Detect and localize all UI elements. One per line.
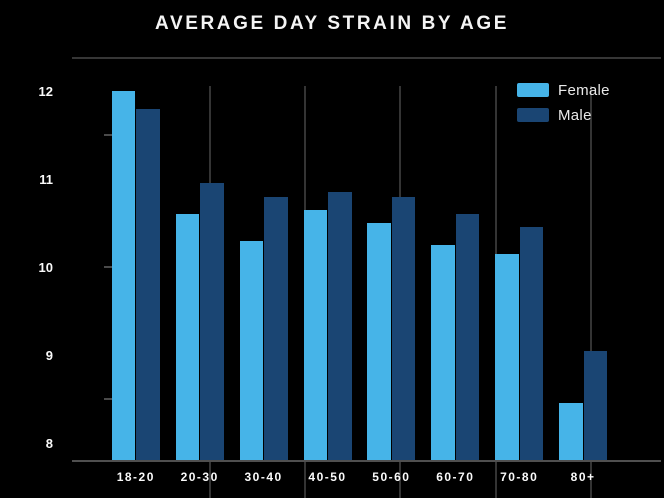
legend: Female Male: [517, 80, 610, 130]
y-axis-tick: [104, 134, 112, 136]
chart-title: AVERAGE DAY STRAIN BY AGE: [155, 13, 509, 34]
x-axis-label: 60-70: [436, 470, 475, 484]
bar-female-80+: [559, 403, 583, 461]
legend-item-female: Female: [517, 80, 610, 100]
legend-label-female: Female: [558, 81, 610, 99]
title-divider: [72, 57, 661, 59]
legend-label-male: Male: [558, 106, 592, 124]
x-axis-label: 18-20: [116, 470, 155, 484]
y-axis-label: 11: [39, 171, 53, 187]
bar-male-30-40: [264, 196, 288, 461]
y-axis-label: 12: [38, 83, 53, 99]
legend-swatch-male-icon: [517, 108, 549, 122]
y-axis-tick: [104, 398, 112, 400]
bar-female-40-50: [303, 209, 327, 461]
x-axis-line: [72, 460, 661, 462]
y-axis-label: 9: [45, 347, 53, 363]
bar-male-60-70: [455, 214, 480, 461]
bar-female-70-80: [495, 253, 519, 461]
vertical-gridline: [590, 86, 592, 498]
bar-male-40-50: [328, 192, 352, 461]
legend-swatch-female-icon: [517, 83, 549, 97]
x-axis-label: 30-40: [244, 470, 283, 484]
x-axis-label: 20-30: [180, 470, 219, 484]
bar-male-70-80: [519, 227, 544, 461]
bar-male-50-60: [391, 196, 416, 461]
bar-female-20-30: [175, 214, 200, 461]
x-axis-label: 40-50: [308, 470, 347, 484]
bar-female-18-20: [111, 91, 136, 461]
legend-item-male: Male: [517, 105, 610, 125]
bar-female-60-70: [431, 245, 455, 461]
bar-male-80+: [583, 350, 608, 461]
y-axis-label: 10: [38, 259, 53, 275]
x-axis-label: 50-60: [372, 470, 411, 484]
bar-female-30-40: [239, 240, 264, 461]
y-axis-tick: [104, 266, 112, 268]
bar-female-50-60: [367, 223, 391, 461]
y-axis-label: 8: [45, 435, 53, 451]
bar-male-18-20: [136, 108, 160, 461]
x-axis-label: 70-80: [500, 470, 539, 484]
x-axis-label: 80+: [570, 470, 596, 484]
bar-male-20-30: [200, 183, 224, 461]
